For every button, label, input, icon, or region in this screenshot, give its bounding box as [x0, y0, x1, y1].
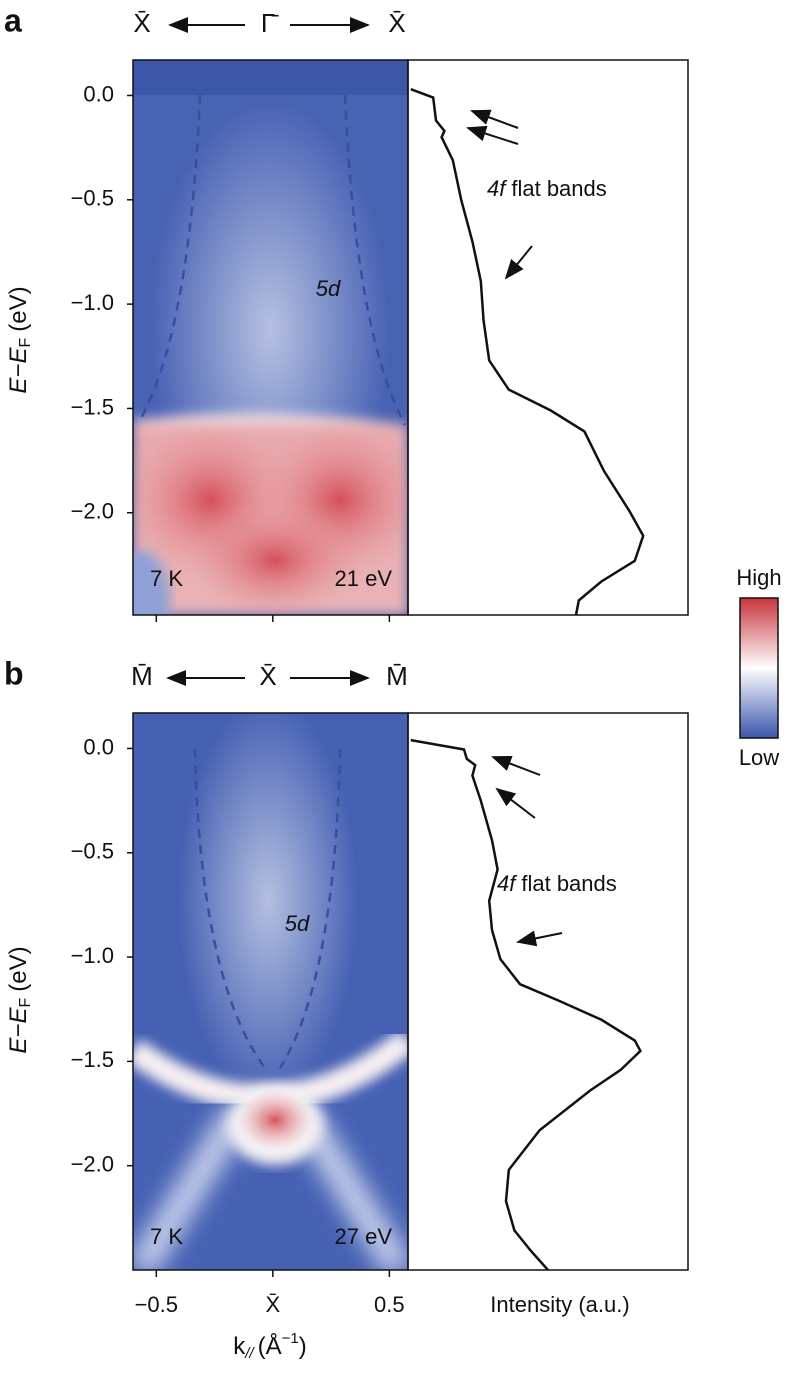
annotation-text: flat bands [521, 871, 616, 896]
x-label-sup: −1 [282, 1330, 299, 1347]
y-tick-label: −1.0 [71, 943, 114, 968]
x-label-unit: (Å [258, 1332, 282, 1360]
photon-energy: 27 eV [335, 1224, 393, 1249]
y-tick-label: 0.0 [83, 734, 114, 759]
y-tick-label: −1.5 [71, 1047, 114, 1072]
y-tick-label: 0.0 [83, 81, 114, 106]
colorbar-low: Low [739, 745, 779, 770]
y-tick-label: −2.0 [71, 499, 114, 524]
annotation-arrow [491, 755, 541, 776]
x-label-close: ) [299, 1333, 307, 1360]
panel-label: a [4, 2, 22, 38]
intensity-map [133, 60, 408, 615]
edc-curve [410, 738, 642, 1271]
y-label-main: E−E [5, 1007, 32, 1054]
y-axis-label: E−EF (eV) [5, 946, 34, 1053]
x-label-sub: // [244, 1345, 255, 1362]
colorbar-high: High [736, 565, 781, 590]
edc-axis-label: Intensity (a.u.) [490, 1292, 629, 1317]
y-tick-label: −0.5 [71, 186, 114, 211]
direction-label: X̄ [259, 661, 276, 691]
x-tick-label: −0.5 [135, 1292, 178, 1317]
band-label: 5d [316, 276, 341, 301]
annotation-italic: 4f [487, 176, 508, 201]
x-tick-label: X̄ [265, 1292, 280, 1317]
colorbar [739, 597, 779, 739]
y-tick-label: −0.5 [71, 839, 114, 864]
x-axis-label: k//(Å−1) [233, 1330, 306, 1362]
panel-label: b [4, 655, 24, 691]
y-label-sub: F [17, 998, 34, 1008]
annotation-arrow [516, 930, 563, 947]
x-tick-label: 0.5 [374, 1292, 405, 1317]
temperature: 7 K [150, 566, 183, 591]
annotation: 4f flat bands [497, 871, 617, 896]
intensity-map [133, 713, 408, 1270]
annotation-arrow [495, 787, 536, 819]
temperature: 7 K [150, 1224, 183, 1249]
annotation: 4f flat bands [487, 176, 607, 201]
annotation-arrow [466, 125, 519, 145]
y-tick-label: −1.5 [71, 394, 114, 419]
edc-frame [407, 712, 689, 1271]
annotation-arrow [470, 109, 519, 129]
y-label-sub: F [17, 338, 34, 348]
annotation-italic: 4f [497, 871, 518, 896]
band-label: 5d [285, 911, 310, 936]
y-tick-label: −1.0 [71, 290, 114, 315]
y-label-unit: (eV) [5, 946, 32, 991]
y-axis-label: E−EF (eV) [5, 286, 34, 393]
direction-label: Γ̄ [261, 8, 279, 38]
edc-curve [410, 88, 645, 616]
y-label-main: E−E [5, 347, 32, 394]
photon-energy: 21 eV [335, 566, 393, 591]
direction-label: M̄ [386, 661, 408, 691]
direction-label: X̄ [133, 8, 150, 38]
y-label-unit: (eV) [5, 286, 32, 331]
direction-label: M̄ [131, 661, 153, 691]
annotation-text: flat bands [511, 176, 606, 201]
y-tick-label: −2.0 [71, 1152, 114, 1177]
edc-frame [407, 59, 689, 616]
annotation-arrow [504, 245, 533, 280]
direction-label: X̄ [388, 8, 405, 38]
x-label-main: k [233, 1333, 246, 1360]
